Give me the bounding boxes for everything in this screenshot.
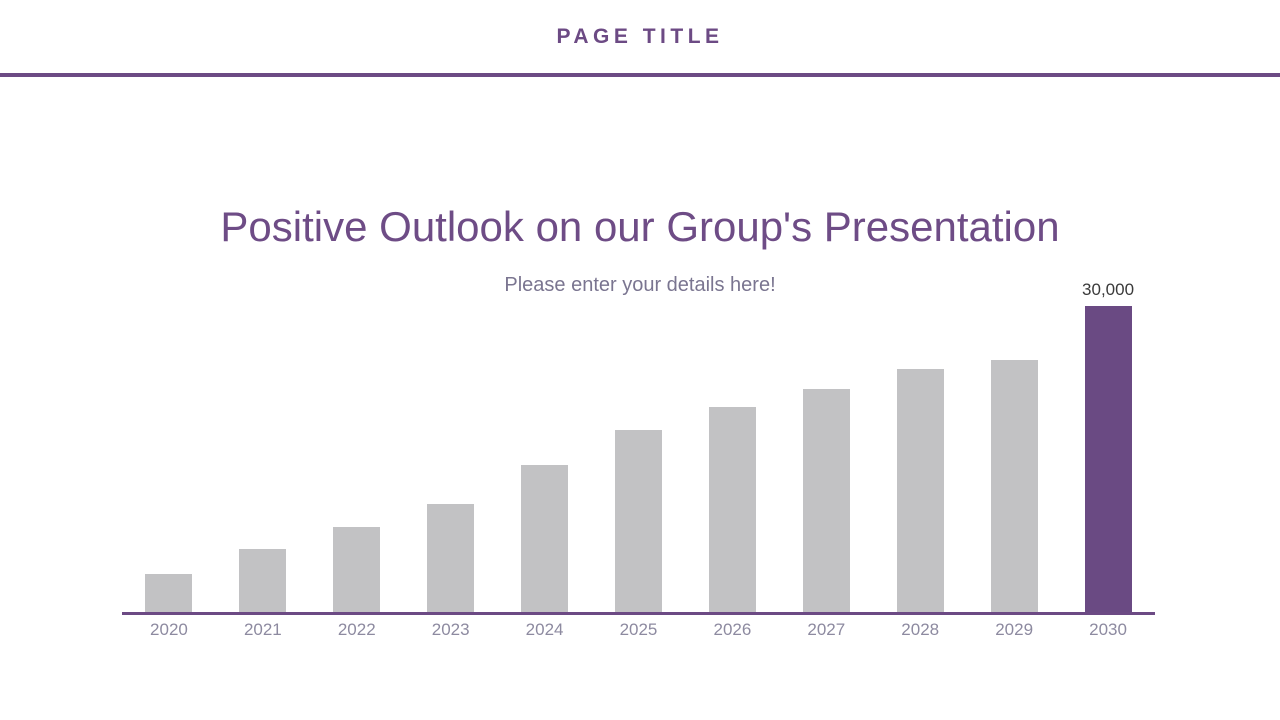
chart-bar[interactable]	[990, 359, 1038, 612]
slide-heading: Positive Outlook on our Group's Presenta…	[220, 203, 1060, 250]
chart-plot-area: 30,000	[122, 275, 1155, 612]
bar-group	[873, 275, 967, 612]
chart-bar[interactable]	[521, 464, 569, 612]
x-axis-tick-label: 2026	[713, 620, 752, 639]
page-header: PAGE TITLE	[0, 0, 1280, 77]
bar-group	[122, 275, 216, 612]
chart-bar[interactable]	[708, 406, 756, 612]
x-axis-tick-label: 2025	[619, 620, 658, 639]
bar-group	[216, 275, 310, 612]
bar-group	[779, 275, 873, 612]
x-axis-tick-label: 2023	[431, 620, 470, 639]
x-axis-tick-label: 2022	[337, 620, 376, 639]
x-axis-tick-label: 2021	[243, 620, 282, 639]
x-axis-tick-label: 2027	[807, 620, 846, 639]
bar-group	[967, 275, 1061, 612]
bar-group	[310, 275, 404, 612]
x-axis-tick-label: 2029	[995, 620, 1034, 639]
chart-bar[interactable]	[802, 389, 850, 612]
bar-value-label: 30,000	[1082, 279, 1135, 299]
x-axis-tick-label: 2020	[150, 620, 188, 639]
x-axis-tick-label: 2030	[1089, 620, 1127, 639]
bar-group: 30,000	[1061, 275, 1155, 612]
chart-bar[interactable]	[427, 503, 475, 612]
bar-group	[592, 275, 686, 612]
slide-body: Positive Outlook on our Group's Presenta…	[0, 75, 1280, 720]
chart-bar[interactable]	[145, 574, 193, 612]
bar-group	[498, 275, 592, 612]
chart-bar[interactable]	[614, 430, 662, 612]
chart-bar[interactable]	[896, 368, 944, 612]
bar-group	[404, 275, 498, 612]
chart-bar[interactable]	[1084, 305, 1132, 612]
bar-chart: 30,000 2020 2021 2022 2023 2024 2025 2026 2027 2…	[122, 275, 1155, 720]
slide-subheading: Please enter your details here!	[504, 274, 776, 296]
x-axis-tick-label: 2024	[525, 620, 564, 639]
chart-bar[interactable]	[333, 527, 381, 612]
bar-group	[685, 275, 779, 612]
x-axis-tick-label: 2028	[901, 620, 940, 639]
chart-axis-line	[122, 612, 1155, 615]
chart-bar[interactable]	[239, 548, 287, 612]
header-divider	[0, 73, 1280, 77]
page-title: PAGE TITLE	[556, 25, 724, 48]
